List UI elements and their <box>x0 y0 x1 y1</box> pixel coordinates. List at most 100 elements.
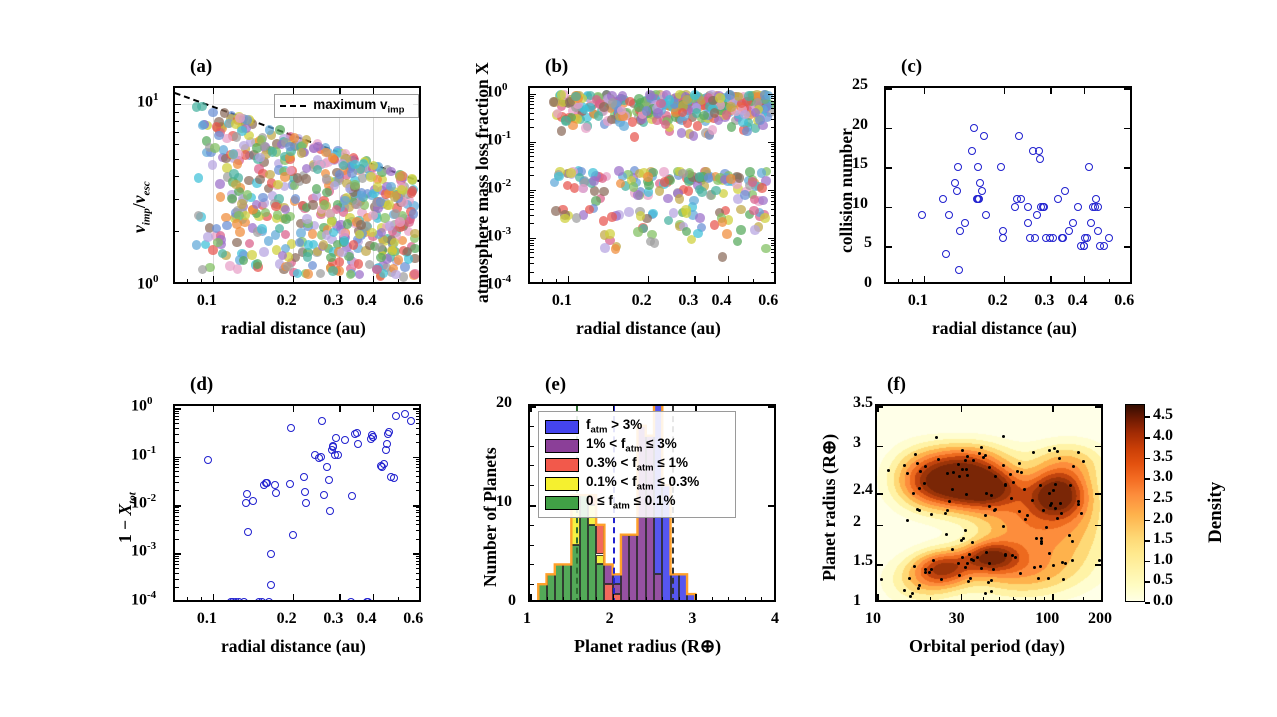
y-tick <box>1124 206 1130 209</box>
y-minor-tick <box>770 152 774 154</box>
kde-scatter-point <box>988 561 992 565</box>
kde-scatter-point <box>968 577 972 581</box>
y-minor-tick <box>530 104 534 106</box>
kde-scatter-point <box>1038 564 1042 568</box>
y-minor-tick <box>530 175 534 177</box>
scatter-point <box>345 269 356 280</box>
scatter-point <box>359 200 370 210</box>
scatter-point <box>704 130 715 140</box>
scatter-point <box>229 169 239 179</box>
scatter-point <box>699 110 709 121</box>
scatter-point-open <box>270 480 279 489</box>
scatter-point <box>327 257 338 268</box>
scatter-point-open <box>979 131 988 140</box>
scatter-point-open <box>389 474 398 483</box>
scatter-point <box>225 261 235 271</box>
scatter-point <box>373 203 383 214</box>
scatter-point <box>717 252 728 262</box>
y-minor-tick <box>770 156 774 158</box>
kde-scatter-point <box>1061 561 1065 565</box>
kde-scatter-point <box>963 528 967 532</box>
scatter-point <box>211 122 221 132</box>
scatter-point <box>214 130 224 141</box>
panel-c-xtick: 0.1 <box>907 292 928 309</box>
kde-scatter-point <box>991 567 995 571</box>
kde-scatter-point <box>1079 511 1083 515</box>
legend-row: 0.3% < fatm ≤ 1% <box>545 455 729 474</box>
y-minor-tick <box>175 158 179 160</box>
scatter-point <box>733 194 743 204</box>
scatter-point <box>244 238 255 249</box>
scatter-point <box>634 94 644 104</box>
scatter-point <box>340 195 350 206</box>
y-minor-tick <box>175 231 179 233</box>
y-minor-tick <box>415 419 419 421</box>
scatter-point <box>342 219 353 229</box>
y-tick <box>530 93 536 96</box>
legend-row: 0.1% < fatm ≤ 0.3% <box>545 474 729 493</box>
y-minor-tick <box>530 223 534 225</box>
scatter-point <box>361 162 371 173</box>
scatter-point-open <box>975 194 984 203</box>
panel-c-ytick: 20 <box>852 115 868 133</box>
scatter-point <box>395 217 405 227</box>
kde-scatter-point <box>961 536 965 540</box>
scatter-point <box>296 218 306 229</box>
y-tick <box>768 189 774 192</box>
y-tick <box>768 505 774 507</box>
panel-f-xtick: 200 <box>1088 610 1112 627</box>
y-minor-tick <box>530 166 534 168</box>
y-tick <box>530 141 536 144</box>
scatter-point <box>691 108 702 118</box>
kde-scatter-point <box>903 589 907 593</box>
x-minor-tick <box>694 278 696 282</box>
scatter-point <box>744 91 754 101</box>
scatter-point-open <box>323 463 332 472</box>
y-minor-tick <box>175 572 179 574</box>
scatter-point <box>303 269 313 279</box>
y-minor-tick <box>770 242 774 244</box>
legend-swatch <box>545 495 579 510</box>
scatter-point <box>384 200 394 210</box>
scatter-point <box>731 106 741 117</box>
panel-b-xtick: 0.1 <box>551 292 572 309</box>
kde-scatter-point <box>948 499 952 503</box>
panel-b-xtick: 0.3 <box>678 292 699 309</box>
scatter-point <box>638 223 649 234</box>
y-minor-tick <box>175 458 179 460</box>
scatter-point <box>258 192 268 203</box>
scatter-point <box>251 199 262 210</box>
y-minor-tick <box>175 567 179 569</box>
kde-scatter-point <box>1014 555 1018 559</box>
panel-d-xtick: 0.2 <box>276 610 297 627</box>
scatter-point <box>397 235 408 246</box>
kde-scatter-point <box>911 591 915 595</box>
scatter-point <box>642 213 652 224</box>
x-tick <box>1130 88 1132 94</box>
y-minor-tick <box>530 257 534 259</box>
x-minor-tick <box>711 596 713 600</box>
x-minor-tick <box>753 278 755 282</box>
kde-scatter-point <box>1001 525 1005 529</box>
kde-scatter-point <box>923 482 927 486</box>
colorbar-tick <box>1145 560 1150 563</box>
x-minor-tick <box>1003 278 1005 282</box>
scatter-point <box>272 210 283 220</box>
scatter-point <box>715 100 726 110</box>
kde-scatter-point <box>976 556 980 560</box>
scatter-point-open <box>968 147 977 156</box>
scatter-point <box>617 91 628 101</box>
y-minor-tick <box>530 192 534 194</box>
scatter-point <box>332 148 343 158</box>
panel-d-ytick: 10-1 <box>131 443 157 464</box>
scatter-point <box>309 220 320 231</box>
y-tick <box>886 167 892 169</box>
y-tick <box>1124 167 1130 169</box>
scatter-point <box>211 223 222 234</box>
x-minor-tick <box>1083 278 1085 282</box>
y-minor-tick <box>175 555 179 557</box>
scatter-point <box>599 230 610 240</box>
scatter-point <box>597 173 608 184</box>
panel-e-axes: fatm > 3% 1% < fatm ≤ 3% 0.3% < fatm ≤ 1% 0… <box>528 404 776 602</box>
